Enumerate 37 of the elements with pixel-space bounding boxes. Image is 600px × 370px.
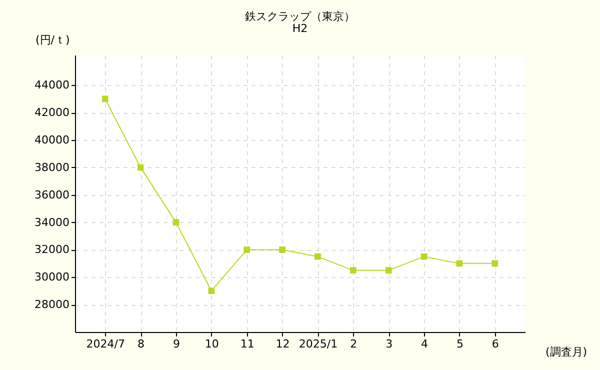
x-axis-title: (調査月) (546, 346, 588, 358)
y-tick-label: 42000 (34, 106, 70, 120)
point (279, 246, 286, 253)
x-tick-label: 2 (350, 338, 358, 350)
point (172, 219, 180, 226)
x-tick-label: 6 (492, 338, 499, 350)
y-tick-label: 32000 (34, 243, 70, 256)
x-tick-label: 11 (240, 338, 254, 350)
x-tick-label: 9 (172, 338, 180, 350)
y-tick-label: 38000 (34, 160, 70, 174)
y-tick-label: 44000 (34, 78, 70, 92)
x-tick-label: 4 (421, 338, 428, 350)
x-tick-label: 8 (138, 338, 145, 350)
y-tick-label: 28000 (34, 298, 70, 312)
point (137, 164, 144, 171)
point (385, 267, 392, 274)
x-tick-label: 10 (204, 338, 219, 350)
point (350, 267, 356, 274)
y-tick-label: 30000 (34, 270, 70, 284)
y-tick-label: 40000 (34, 134, 70, 147)
y-tick-label: 36000 (34, 188, 70, 202)
y-axis-title: (円/ｔ) (36, 34, 70, 46)
point (208, 288, 215, 294)
point (420, 253, 428, 260)
point (492, 260, 498, 267)
x-tick-label: 2024/7 (86, 338, 125, 350)
x-tick-label: 5 (456, 338, 464, 350)
point (244, 246, 250, 253)
chart-subtitle: H2 (292, 22, 308, 35)
point (314, 253, 321, 260)
chart-title: 鉄スクラップ（東京） (245, 10, 355, 23)
point (456, 260, 463, 267)
y-tick-label: 34000 (34, 216, 70, 229)
point (102, 96, 108, 102)
x-tick-label: 2025/1 (298, 338, 338, 350)
x-tick-label: 12 (276, 338, 290, 350)
x-tick-label: 3 (386, 338, 393, 350)
